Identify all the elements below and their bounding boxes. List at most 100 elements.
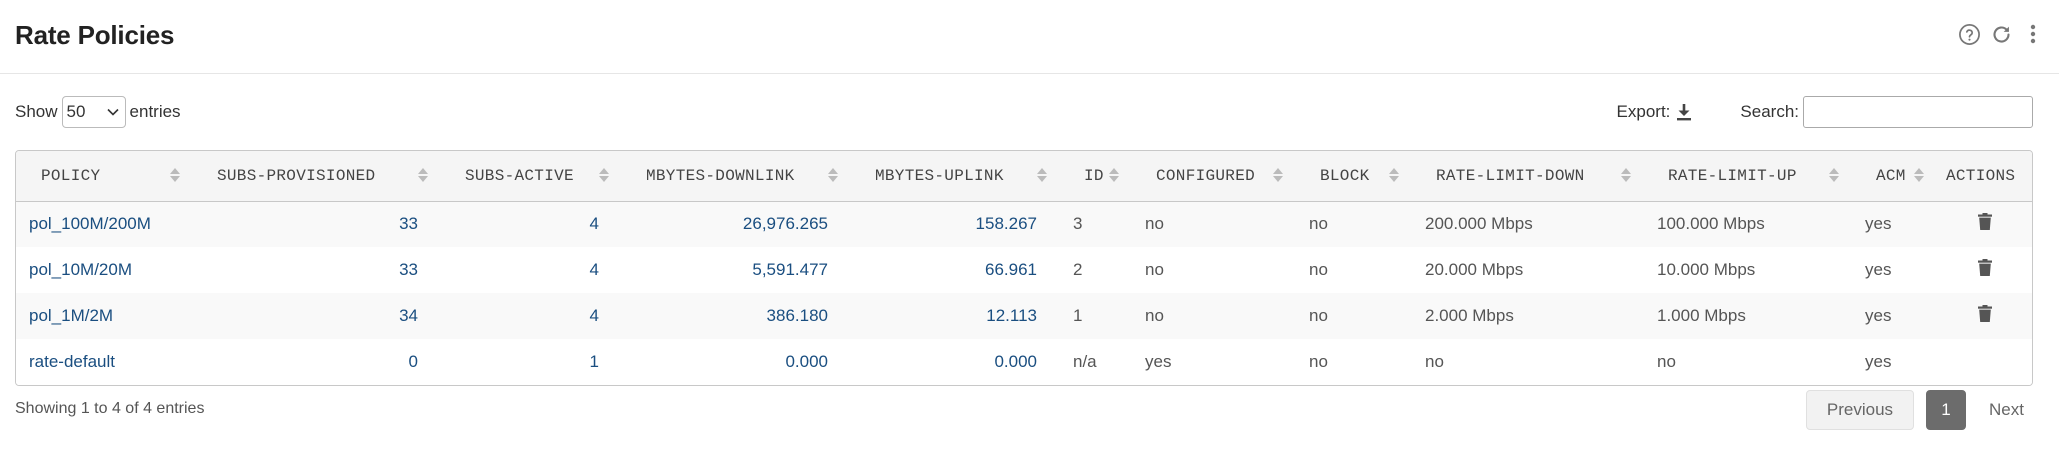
- sort-icon: [1037, 168, 1047, 182]
- subs-active-cell[interactable]: 4: [589, 260, 599, 279]
- id-cell: 2: [1073, 260, 1083, 279]
- column-header-policy[interactable]: POLICY: [16, 151, 192, 201]
- acm-cell: yes: [1865, 306, 1892, 325]
- rate-limit-down-cell: 200.000 Mbps: [1425, 214, 1533, 234]
- column-header-subs-active[interactable]: SUBS-ACTIVE: [440, 151, 621, 201]
- rate-policies-table: POLICY SUBS-PROVISIONED SUBS-ACTIVE MBYTES-…: [15, 150, 2033, 386]
- sort-icon: [418, 168, 428, 182]
- mbytes-uplink-cell[interactable]: 12.113: [986, 306, 1037, 325]
- column-header-rate-limit-down[interactable]: RATE-LIMIT-DOWN: [1411, 151, 1643, 201]
- actions-cell: [1936, 201, 2032, 247]
- acm-cell: yes: [1865, 214, 1892, 234]
- actions-cell: [1936, 293, 2032, 339]
- page-1-button[interactable]: 1: [1926, 390, 1967, 430]
- rate-limit-down-cell: 2.000 Mbps: [1425, 306, 1514, 325]
- policy-link[interactable]: pol_100M/200M: [29, 214, 151, 234]
- table-tools: Export: Search:: [1617, 94, 2033, 130]
- sort-icon: [1109, 168, 1119, 182]
- rate-limit-up-cell: 100.000 Mbps: [1657, 214, 1765, 234]
- page-title: Rate Policies: [15, 20, 175, 50]
- mbytes-uplink-cell[interactable]: 158.267: [975, 214, 1037, 234]
- header-icons: [1957, 22, 2045, 46]
- acm-cell: yes: [1865, 352, 1892, 371]
- mbytes-downlink-cell[interactable]: 386.180: [766, 306, 828, 325]
- export-label: Export:: [1616, 102, 1671, 121]
- column-header-subs-provisioned[interactable]: SUBS-PROVISIONED: [192, 151, 440, 201]
- page-header: Rate Policies: [0, 0, 2059, 74]
- table-row: rate-default 0 1 0.000 0.000 n/a yes no no no yes: [16, 339, 2032, 385]
- mbytes-downlink-cell[interactable]: 5,591.477: [752, 260, 828, 279]
- subs-provisioned-cell[interactable]: 33: [399, 214, 418, 234]
- trash-icon[interactable]: [1978, 305, 1992, 322]
- rate-limit-up-cell: 10.000 Mbps: [1657, 260, 1756, 279]
- rate-limit-down-cell: no: [1425, 352, 1444, 371]
- sort-icon: [828, 168, 838, 182]
- more-vertical-icon[interactable]: [2021, 22, 2045, 46]
- search-input[interactable]: [1803, 96, 2033, 128]
- column-header-mbytes-uplink[interactable]: MBYTES-UPLINK: [850, 151, 1059, 201]
- help-circle-icon[interactable]: [1957, 22, 1981, 46]
- mbytes-uplink-cell[interactable]: 0.000: [994, 352, 1037, 371]
- policy-link[interactable]: pol_1M/2M: [29, 306, 114, 325]
- id-cell: 1: [1073, 306, 1083, 325]
- column-header-acm[interactable]: ACM: [1851, 151, 1936, 201]
- pagination: Previous 1 Next: [1805, 390, 2035, 430]
- column-header-label: SUBS-ACTIVE: [465, 166, 574, 185]
- column-header-mbytes-downlink[interactable]: MBYTES-DOWNLINK: [621, 151, 850, 201]
- column-header-id[interactable]: ID: [1059, 151, 1131, 201]
- subs-active-cell[interactable]: 1: [589, 352, 599, 371]
- configured-cell: no: [1145, 260, 1164, 279]
- id-cell: 3: [1073, 214, 1083, 234]
- column-header-rate-limit-up[interactable]: RATE-LIMIT-UP: [1643, 151, 1851, 201]
- acm-cell: yes: [1865, 260, 1892, 279]
- column-header-label: RATE-LIMIT-DOWN: [1436, 166, 1585, 185]
- column-header-label: BLOCK: [1320, 166, 1370, 185]
- entries-select-value: 50: [66, 102, 86, 121]
- entries-label: entries: [129, 102, 181, 121]
- export-button[interactable]: Export:: [1617, 102, 1693, 122]
- block-cell: no: [1309, 214, 1328, 234]
- subs-active-cell[interactable]: 4: [589, 306, 599, 325]
- column-header-label: CONFIGURED: [1156, 166, 1256, 185]
- column-header-label: ID: [1084, 166, 1104, 185]
- table-header-row: POLICY SUBS-PROVISIONED SUBS-ACTIVE MBYTES-…: [16, 151, 2032, 201]
- sort-icon: [599, 168, 609, 182]
- id-cell: n/a: [1073, 352, 1097, 371]
- mbytes-downlink-cell[interactable]: 0.000: [785, 352, 828, 371]
- subs-provisioned-cell[interactable]: 0: [408, 352, 418, 371]
- actions-cell: [1936, 339, 2032, 385]
- subs-provisioned-cell[interactable]: 33: [399, 260, 418, 279]
- column-header-label: MBYTES-UPLINK: [875, 166, 1004, 185]
- column-header-label: RATE-LIMIT-UP: [1668, 166, 1797, 185]
- column-header-block[interactable]: BLOCK: [1295, 151, 1411, 201]
- column-header-label: POLICY: [41, 166, 101, 185]
- configured-cell: no: [1145, 214, 1164, 234]
- sort-icon: [1621, 168, 1631, 182]
- rate-limit-up-cell: 1.000 Mbps: [1657, 306, 1746, 325]
- mbytes-downlink-cell[interactable]: 26,976.265: [742, 214, 828, 234]
- next-page-button[interactable]: Next: [1978, 390, 2035, 430]
- column-header-label: ACM: [1876, 166, 1906, 185]
- search-label: Search:: [1740, 102, 1799, 121]
- column-header-actions: ACTIONS: [1936, 151, 2032, 201]
- previous-page-button[interactable]: Previous: [1805, 390, 1915, 430]
- subs-active-cell[interactable]: 4: [589, 214, 599, 234]
- policy-link[interactable]: rate-default: [29, 352, 115, 371]
- sort-icon: [1389, 168, 1399, 182]
- configured-cell: yes: [1145, 352, 1172, 371]
- table-row: pol_1M/2M 34 4 386.180 12.113 1 no no 2.000 Mbps…: [16, 293, 2032, 339]
- trash-icon[interactable]: [1978, 213, 1992, 231]
- subs-provisioned-cell[interactable]: 34: [399, 306, 418, 325]
- policy-link[interactable]: pol_10M/20M: [29, 260, 133, 279]
- entries-length-control: Show 50 entries: [15, 94, 181, 130]
- column-header-label: SUBS-PROVISIONED: [217, 166, 376, 185]
- entries-select[interactable]: 50: [61, 96, 126, 128]
- mbytes-uplink-cell[interactable]: 66.961: [985, 260, 1037, 279]
- block-cell: no: [1309, 306, 1328, 325]
- refresh-icon[interactable]: [1989, 22, 2013, 46]
- trash-icon[interactable]: [1978, 259, 1992, 276]
- sort-icon: [1273, 168, 1283, 182]
- column-header-configured[interactable]: CONFIGURED: [1131, 151, 1295, 201]
- column-header-label: ACTIONS: [1946, 166, 2016, 185]
- rate-limit-up-cell: no: [1657, 352, 1676, 371]
